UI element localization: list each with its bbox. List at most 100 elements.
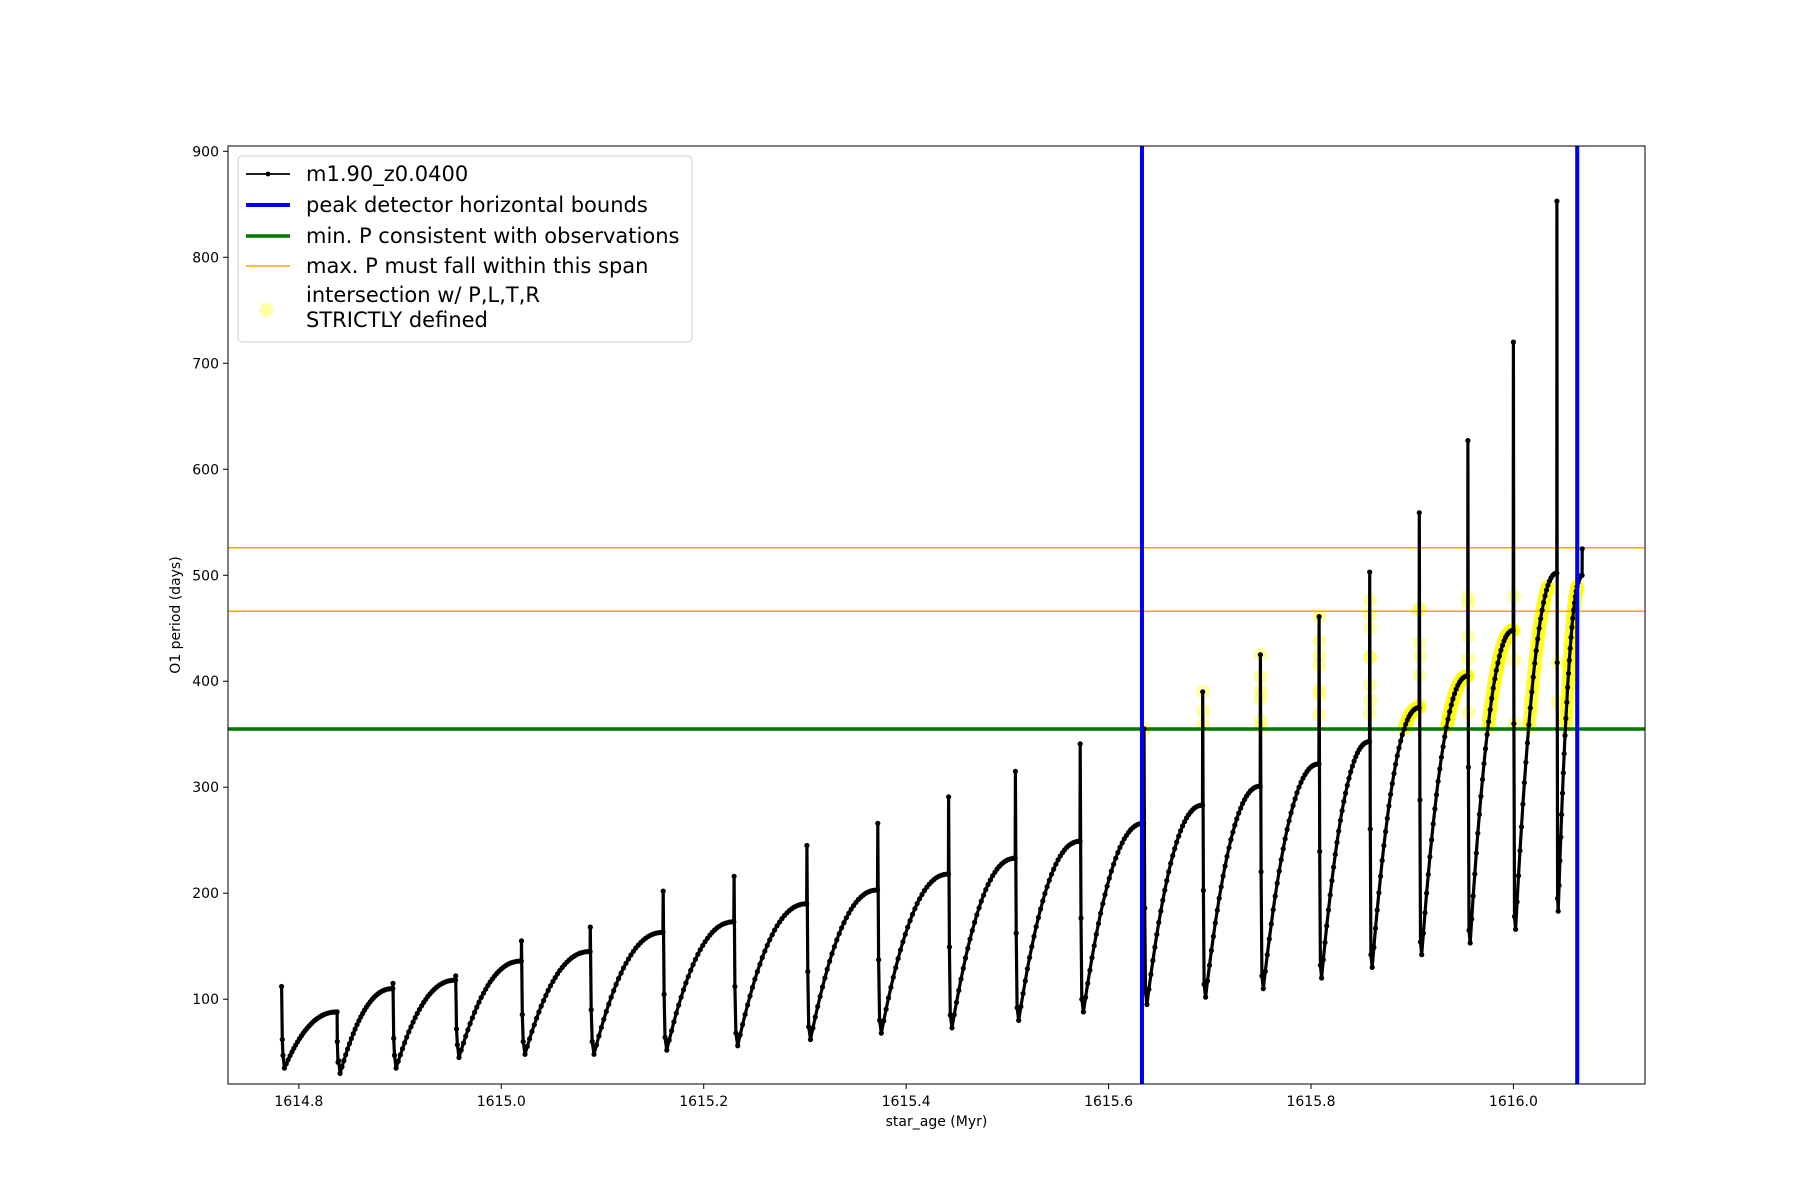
series-point <box>893 965 899 971</box>
series-point <box>895 956 901 962</box>
series-point <box>1152 944 1158 950</box>
plot-area <box>228 146 1645 1084</box>
series-point <box>1559 812 1565 818</box>
series-point <box>660 888 666 894</box>
series-point <box>947 1012 953 1018</box>
series-point <box>1051 866 1057 872</box>
series-point <box>1518 824 1525 830</box>
series-point <box>1399 732 1405 738</box>
series-point <box>919 891 925 898</box>
series-point <box>1104 883 1110 889</box>
series-point <box>1511 913 1518 920</box>
series-point <box>1272 893 1278 899</box>
series-point <box>1424 890 1430 896</box>
series-point <box>625 956 632 962</box>
series-point <box>1316 614 1322 620</box>
series-point <box>534 1015 540 1021</box>
series-point <box>547 983 554 989</box>
y-tick-label: 700 <box>192 356 219 372</box>
series-point <box>1475 830 1481 836</box>
series-point <box>474 1004 480 1010</box>
series-point <box>754 969 761 975</box>
series-point <box>1367 569 1373 575</box>
series-point <box>876 957 882 963</box>
series-point <box>907 918 913 924</box>
series-point <box>348 1035 354 1042</box>
series-point <box>1044 884 1050 890</box>
series-point <box>1280 846 1286 852</box>
series-point <box>1379 857 1385 864</box>
series-point <box>1435 778 1441 785</box>
series-point <box>1144 1001 1150 1008</box>
series-point <box>1499 642 1506 648</box>
series-point <box>1479 776 1486 783</box>
series-point <box>1336 828 1342 834</box>
series-point <box>460 1040 467 1046</box>
series-point <box>1292 796 1298 802</box>
series-point <box>735 1043 741 1049</box>
series-point <box>1024 966 1030 972</box>
y-tick-label: 500 <box>192 568 219 584</box>
series-point <box>1524 740 1530 746</box>
series-point <box>1276 868 1282 874</box>
series-point <box>456 1054 462 1061</box>
series-point <box>350 1031 356 1037</box>
series-point <box>1331 864 1337 870</box>
series-point <box>1554 660 1560 666</box>
series-point <box>774 923 780 929</box>
series-point <box>1012 768 1019 774</box>
series-point <box>1226 845 1232 851</box>
legend-handle-intersection <box>259 303 273 317</box>
series-point <box>1542 593 1548 599</box>
series-point <box>1148 971 1154 978</box>
series-point <box>1290 802 1296 809</box>
series-point <box>1259 973 1265 979</box>
series-point <box>960 965 966 971</box>
series-point <box>1236 810 1242 816</box>
series-point <box>1484 732 1490 738</box>
series-point <box>1200 689 1206 695</box>
series-point <box>1234 816 1240 822</box>
series-point <box>453 973 459 979</box>
series-point <box>1266 936 1272 942</box>
series-point <box>469 1015 475 1021</box>
series-point <box>1216 895 1222 901</box>
series-point <box>1539 607 1545 613</box>
series-point <box>733 1030 739 1036</box>
series-point <box>591 1051 597 1057</box>
series-point <box>1346 775 1352 781</box>
axes: 1614.8 1615.0 1615.2 1615.4 1615.6 1615.8 1616… <box>168 144 1646 1130</box>
series-point <box>1168 860 1174 867</box>
series-point <box>1538 616 1544 622</box>
series-point <box>1176 833 1182 839</box>
series-point <box>1569 624 1575 630</box>
series-point <box>1146 986 1152 992</box>
series-point <box>524 1043 530 1049</box>
series-point <box>1343 790 1349 796</box>
series-point <box>1258 869 1264 875</box>
series-point <box>463 1033 469 1039</box>
series-point <box>1555 895 1561 902</box>
series-point <box>480 990 487 996</box>
series-point <box>1040 898 1046 904</box>
series-point <box>587 924 593 930</box>
series-point <box>476 999 482 1005</box>
series-point <box>732 983 738 990</box>
series-point <box>1029 944 1035 950</box>
series-point <box>536 1009 542 1015</box>
series-point <box>518 958 524 964</box>
series-point <box>279 1036 285 1043</box>
series-point <box>601 1016 607 1022</box>
series-point <box>1532 660 1538 666</box>
series-point <box>391 1035 397 1041</box>
x-tick-label: 1615.6 <box>1084 1094 1133 1110</box>
series-point <box>841 920 847 926</box>
x-tick-label: 1615.2 <box>679 1094 728 1110</box>
series-point <box>1106 875 1112 881</box>
series-point <box>1274 880 1280 886</box>
series-point <box>1055 857 1061 863</box>
series-point <box>946 794 952 800</box>
series-point <box>458 1047 464 1053</box>
series-point <box>1498 647 1504 653</box>
series-point <box>613 981 619 988</box>
